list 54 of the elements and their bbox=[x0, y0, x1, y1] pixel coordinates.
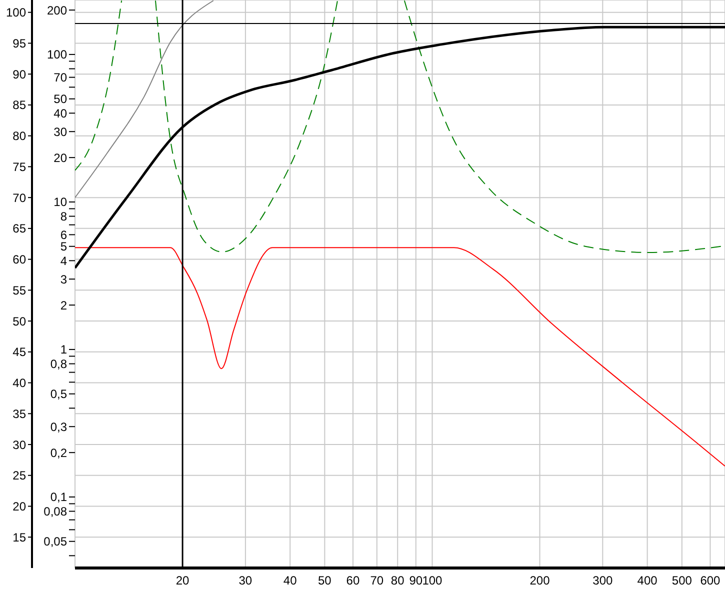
y-tick-label: 0,08 bbox=[44, 504, 68, 519]
y-tick-label: 0,3 bbox=[50, 420, 68, 434]
y2-tick-label: 35 bbox=[12, 406, 26, 421]
x-tick-label: 70 bbox=[370, 574, 384, 588]
x-tick-label: 500 bbox=[672, 574, 692, 588]
x-tick-label: 60 bbox=[346, 574, 360, 588]
y2-tick-label: 40 bbox=[12, 376, 26, 390]
y-tick-label: 0,5 bbox=[50, 387, 68, 402]
y-tick-label: 0,1 bbox=[50, 490, 68, 504]
y2-tick-label: 55 bbox=[12, 283, 26, 298]
y2-tick-label: 100 bbox=[6, 6, 26, 20]
y-tick-label: 40 bbox=[54, 106, 68, 120]
x-tick-label: 50 bbox=[318, 574, 332, 588]
y-tick-label: 5 bbox=[60, 240, 68, 254]
x-tick-label: 80 bbox=[390, 574, 405, 588]
x-tick-label: 300 bbox=[592, 574, 614, 588]
y-tick-label: 0,2 bbox=[50, 446, 68, 460]
y2-tick-label: 20 bbox=[12, 500, 26, 514]
x-tick-label: 100 bbox=[422, 574, 443, 588]
y-tick-label: 100 bbox=[46, 48, 68, 62]
y2-tick-label: 90 bbox=[12, 67, 26, 82]
y2-tick-label: 30 bbox=[12, 438, 26, 452]
y-tick-label: 0,05 bbox=[44, 534, 68, 549]
y2-tick-label: 65 bbox=[12, 222, 26, 236]
y-tick-label: 0,8 bbox=[50, 357, 68, 372]
y2-tick-label: 45 bbox=[12, 345, 26, 360]
y2-tick-label: 70 bbox=[12, 190, 26, 205]
y-tick-label: 20 bbox=[54, 150, 68, 165]
y-tick-label: 70 bbox=[54, 70, 68, 85]
y-tick-label: 2 bbox=[60, 298, 68, 312]
y-tick-label: 50 bbox=[54, 92, 68, 106]
x-tick-label: 40 bbox=[283, 574, 298, 588]
x-tick-label: 200 bbox=[530, 574, 550, 588]
y-tick-label: 6 bbox=[60, 228, 68, 242]
y2-tick-label: 50 bbox=[12, 314, 26, 328]
y2-tick-label: 60 bbox=[12, 252, 26, 267]
y2-tick-label: 15 bbox=[12, 530, 26, 544]
y2-tick-label: 25 bbox=[12, 468, 26, 483]
y2-tick-label: 80 bbox=[12, 129, 26, 144]
y2-tick-label: 95 bbox=[12, 36, 26, 50]
y-tick-label: 4 bbox=[60, 254, 68, 268]
x-tick-label: 90 bbox=[409, 574, 423, 588]
x-tick-label: 400 bbox=[637, 574, 658, 588]
y-tick-label: 200 bbox=[46, 3, 68, 18]
y2-tick-label: 75 bbox=[12, 160, 26, 174]
y2-tick-label: 85 bbox=[12, 98, 26, 112]
x-tick-label: 20 bbox=[176, 574, 190, 588]
y-tick-label: 1 bbox=[60, 342, 68, 357]
y-tick-label: 8 bbox=[60, 210, 68, 224]
y-tick-label: 10 bbox=[54, 195, 68, 210]
y-tick-label: 3 bbox=[60, 272, 68, 286]
y-tick-label: 30 bbox=[54, 124, 68, 139]
x-tick-label: 600 bbox=[700, 574, 721, 588]
x-tick-label: 30 bbox=[238, 574, 252, 588]
